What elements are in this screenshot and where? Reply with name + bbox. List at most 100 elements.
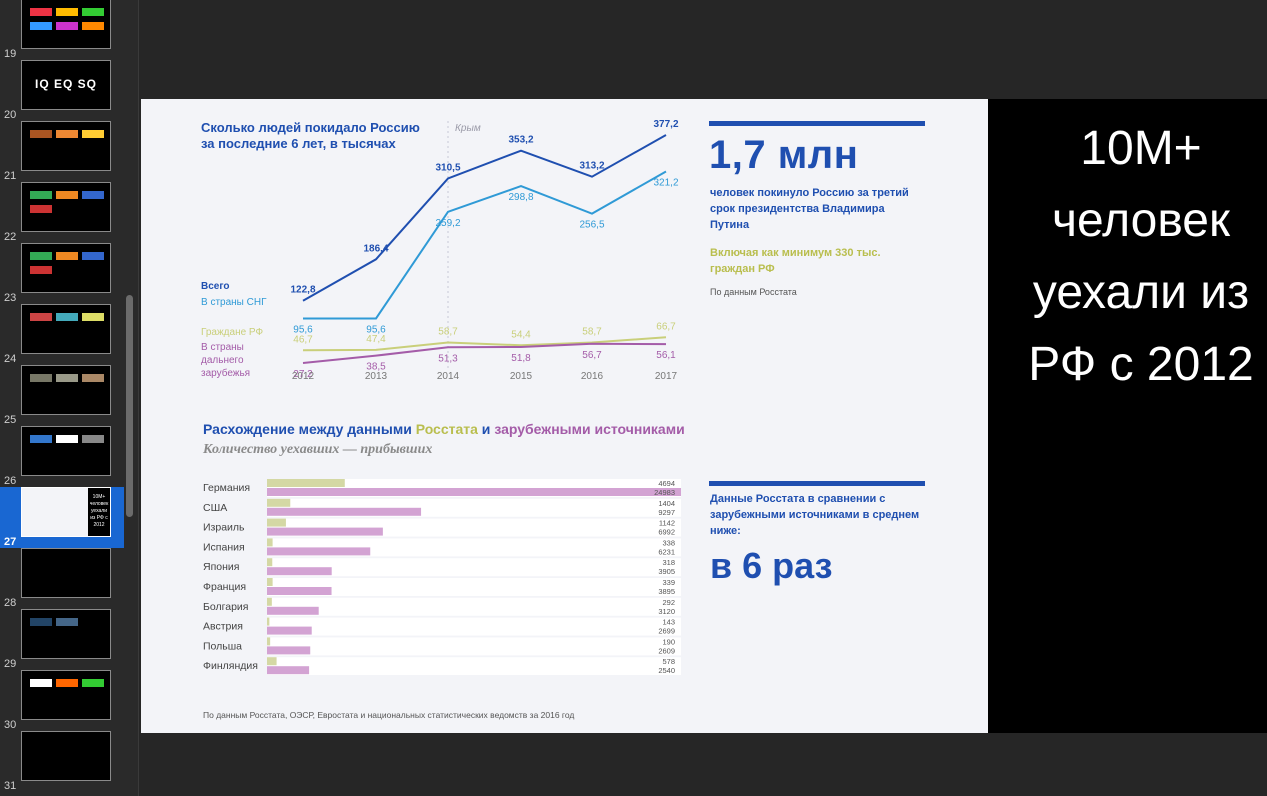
value-foreign: 2699	[658, 627, 675, 636]
infographic-image: Сколько людей покидало Россию за последн…	[141, 99, 988, 733]
value-foreign: 2609	[658, 646, 675, 655]
bar-row-background	[267, 617, 681, 636]
thumbnail-block	[56, 679, 78, 687]
sidebar-scrollbar[interactable]	[126, 295, 133, 517]
comparison-value: в 6 раз	[710, 545, 833, 586]
legend-entry: В страны СНГ	[201, 297, 267, 308]
bar-rosstat	[267, 558, 273, 567]
thumbnail-block	[56, 191, 78, 199]
bar-row-background	[267, 578, 681, 596]
value-rosstat: 4694	[658, 479, 675, 488]
data-label: 259,2	[435, 218, 460, 229]
value-foreign: 9297	[658, 508, 675, 517]
bar-foreign	[267, 567, 332, 576]
slide-thumbnail-image	[21, 121, 111, 171]
bar-rosstat	[267, 498, 291, 507]
bar-row-background	[267, 558, 681, 577]
slide-thumbnail-image: IQ EQ SQ	[21, 60, 111, 110]
thumbnail-block	[56, 374, 78, 382]
data-label: 310,5	[435, 162, 460, 173]
value-rosstat: 292	[662, 598, 675, 607]
slide-thumbnail-24[interactable]: 24	[0, 304, 124, 365]
slide-thumbnail-image	[21, 182, 111, 232]
value-foreign: 3905	[658, 567, 675, 576]
bar-foreign	[267, 666, 310, 675]
bar-section-subtitle: Количество уехавших — прибывших	[203, 442, 433, 457]
slide-thumbnail-31[interactable]: 31	[0, 731, 124, 792]
value-foreign: 24983	[654, 488, 675, 497]
thumbnail-block	[56, 252, 78, 260]
thumbnail-infographic	[22, 488, 88, 536]
data-label: 186,4	[363, 243, 388, 254]
x-tick-label: 2017	[655, 371, 678, 382]
thumbnail-block	[30, 313, 52, 321]
slide-thumbnail-image	[21, 365, 111, 415]
data-label: 321,2	[653, 177, 678, 188]
value-foreign: 3895	[658, 587, 675, 596]
data-label: 58,7	[582, 326, 602, 337]
slide-thumbnail-30[interactable]: 30	[0, 670, 124, 731]
slide-number: 25	[4, 414, 17, 426]
value-foreign: 2540	[658, 666, 675, 675]
data-label: 47,4	[366, 334, 386, 345]
slide-thumbnail-28[interactable]: 28	[0, 548, 124, 609]
title-part-and: и	[477, 421, 495, 437]
accent-rule-top	[709, 121, 925, 126]
data-label: 51,3	[438, 353, 458, 364]
slide-number: 19	[4, 48, 17, 60]
value-rosstat: 190	[662, 637, 675, 646]
slide-overlay-text: 10M+ человек уехали из РФ с 2012	[1028, 122, 1254, 391]
x-tick-label: 2016	[581, 371, 604, 382]
slide-thumbnail-29[interactable]: 29	[0, 609, 124, 670]
thumbnail-block	[82, 679, 104, 687]
slide-thumbnail-19[interactable]: 19	[0, 0, 124, 60]
bar-row-background	[267, 637, 681, 656]
thumbnail-block	[82, 22, 104, 30]
bar-foreign	[267, 507, 422, 516]
slide-thumbnail-21[interactable]: 21	[0, 121, 124, 182]
slide-thumbnail-27[interactable]: 10M+ человек уехали из РФ с 2012 27	[0, 487, 124, 548]
slide-thumbnail-image	[21, 731, 111, 781]
value-rosstat: 1142	[659, 519, 675, 528]
data-label: 27,2	[293, 369, 313, 380]
legend-entry: зарубежья	[201, 367, 250, 379]
value-rosstat: 143	[662, 618, 675, 627]
thumbnail-block	[30, 22, 52, 30]
slide-thumbnail-image	[21, 426, 111, 476]
slide-thumbnail-22[interactable]: 22	[0, 182, 124, 243]
slide-number: 26	[4, 475, 17, 487]
data-label: 377,2	[653, 119, 678, 130]
line-chart: Крым 122,8 186,4 310,5 353,2 313,2 377,2 95,6 95…	[201, 119, 679, 382]
country-label: Япония	[203, 561, 239, 573]
line-chart-title: Сколько людей покидало Россию за последн…	[201, 120, 420, 151]
bar-rosstat	[267, 617, 270, 626]
included-note: Включая как минимум 330 тыс. граждан РФ	[710, 247, 881, 275]
thumbnail-block	[56, 618, 78, 626]
slide-thumbnail-26[interactable]: 26	[0, 426, 124, 487]
data-label: 38,5	[366, 362, 386, 373]
bar-foreign	[267, 587, 332, 595]
bar-rosstat	[267, 538, 273, 547]
slide-thumbnail-image	[21, 243, 111, 293]
thumbnail-block	[56, 22, 78, 30]
bar-rosstat	[267, 518, 286, 527]
slide-number: 28	[4, 597, 17, 609]
legend-entry: Всего	[201, 281, 230, 292]
bar-rosstat	[267, 657, 277, 666]
slide-number: 20	[4, 109, 17, 121]
data-label: 256,5	[579, 220, 604, 231]
slide-thumbnail-20[interactable]: IQ EQ SQ 20	[0, 60, 124, 121]
accent-rule-bottom	[709, 481, 925, 486]
value-rosstat: 318	[662, 558, 675, 567]
footer-source: По данным Росстата, ОЭСР, Евростата и на…	[203, 710, 575, 720]
bar-rosstat	[267, 578, 273, 586]
data-label: 56,7	[582, 350, 602, 361]
slide-thumbnail-23[interactable]: 23	[0, 243, 124, 304]
bar-foreign	[267, 527, 383, 536]
series-line-3	[302, 336, 667, 352]
slide-thumbnail-25[interactable]: 25	[0, 365, 124, 426]
bar-row-background	[267, 597, 681, 616]
thumbnail-block	[82, 435, 104, 443]
thumbnail-block	[56, 8, 78, 16]
crimea-label: Крым	[455, 123, 481, 134]
